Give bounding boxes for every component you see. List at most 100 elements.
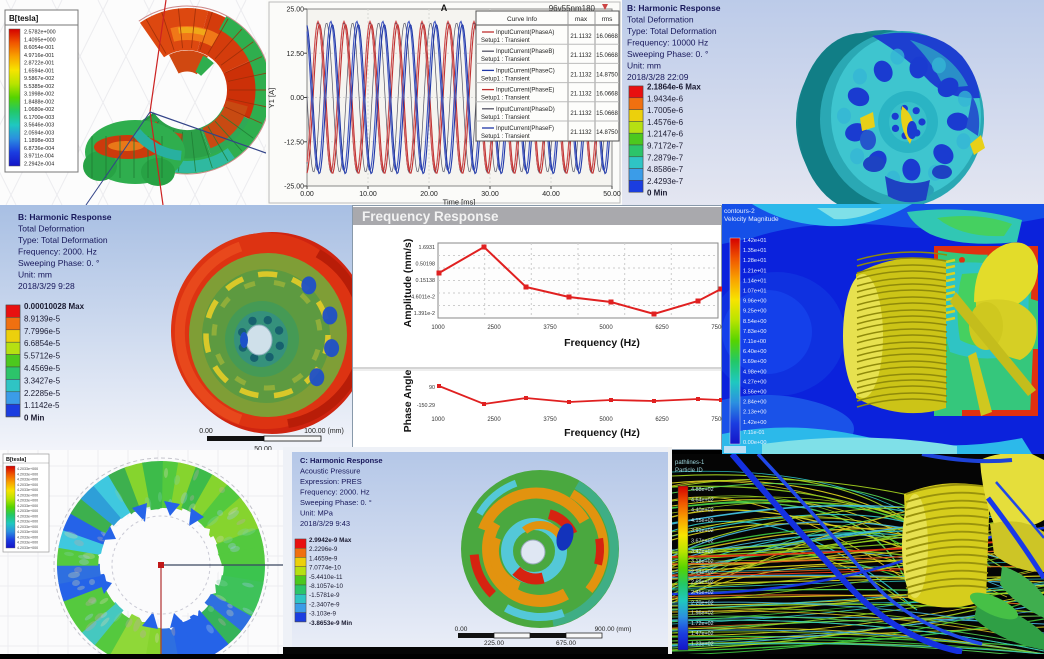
svg-text:Unit: mm: Unit: mm [627,61,661,71]
svg-text:50.00: 50.00 [603,191,621,198]
svg-text:1.7005e-6: 1.7005e-6 [647,106,684,115]
svg-text:1.72e+02: 1.72e+02 [691,621,714,627]
svg-text:B[tesla]: B[tesla] [6,457,26,463]
svg-text:4.2033e+000: 4.2033e+000 [17,478,38,482]
svg-text:7500: 7500 [711,325,722,331]
svg-text:21.1132: 21.1132 [570,130,592,136]
svg-text:4.2033e+000: 4.2033e+000 [17,525,38,529]
svg-text:-3.103e-9: -3.103e-9 [309,611,336,618]
svg-text:4.6011e-2: 4.6011e-2 [411,295,435,301]
svg-text:1.9434e-6: 1.9434e-6 [647,94,684,103]
svg-text:4.2033e+000: 4.2033e+000 [17,514,38,518]
svg-text:Expression: PRES: Expression: PRES [300,477,362,486]
svg-text:Frequency (Hz): Frequency (Hz) [564,337,640,349]
svg-text:675.00: 675.00 [556,640,576,647]
svg-text:10.00: 10.00 [359,191,377,198]
svg-text:1.42e+01: 1.42e+01 [743,238,767,244]
svg-text:Frequency: 2000. Hz: Frequency: 2000. Hz [300,488,370,497]
svg-text:6.1700e-003: 6.1700e-003 [24,115,54,121]
svg-text:1000: 1000 [431,325,445,331]
svg-text:Unit: mm: Unit: mm [18,270,52,280]
svg-text:2.9942e-9 Max: 2.9942e-9 Max [309,537,352,544]
svg-text:Frequency: 10000 Hz: Frequency: 10000 Hz [627,38,708,48]
svg-text:2.94e+02: 2.94e+02 [691,569,714,575]
svg-text:0.00: 0.00 [300,191,314,198]
svg-text:Time [ms]: Time [ms] [443,198,476,206]
svg-text:4.88e+02: 4.88e+02 [691,487,714,493]
svg-text:4.2033e+000: 4.2033e+000 [17,509,38,513]
svg-text:Phase Angle: Phase Angle [402,370,414,433]
svg-text:2.20e+02: 2.20e+02 [691,600,714,606]
svg-text:0.00: 0.00 [290,95,304,102]
svg-text:4.2033e+000: 4.2033e+000 [17,504,38,508]
svg-text:2.0594e-003: 2.0594e-003 [24,130,54,136]
svg-text:4.8586e-7: 4.8586e-7 [647,165,684,174]
svg-text:3.56e+00: 3.56e+00 [743,390,767,396]
svg-text:3750: 3750 [543,325,557,331]
svg-text:2.4293e-7: 2.4293e-7 [647,177,684,186]
svg-text:Y1 [A]: Y1 [A] [267,88,276,108]
svg-text:Total Deformation: Total Deformation [627,15,694,25]
svg-text:8.6054e-001: 8.6054e-001 [24,45,54,51]
svg-text:5000: 5000 [599,417,613,423]
svg-text:16.0668: 16.0668 [596,34,618,40]
svg-text:1.6931: 1.6931 [419,245,436,251]
svg-text:40.00: 40.00 [542,191,560,198]
svg-text:4.2033e+000: 4.2033e+000 [17,499,38,503]
svg-text:-25.00: -25.00 [284,184,304,191]
svg-text:2500: 2500 [487,325,501,331]
svg-text:Sweeping Phase: 0. °: Sweeping Phase: 0. ° [300,498,372,507]
svg-text:A: A [441,3,448,13]
svg-text:4.2033e+000: 4.2033e+000 [17,520,38,524]
svg-text:B: Harmonic Response: B: Harmonic Response [627,3,721,13]
svg-text:Setup1 : Transient: Setup1 : Transient [481,38,530,44]
svg-text:1.391e-2: 1.391e-2 [414,311,435,317]
svg-text:3.3427e-5: 3.3427e-5 [24,376,61,385]
svg-text:Type: Total Deformation: Type: Total Deformation [18,235,108,245]
svg-text:2500: 2500 [487,417,501,423]
svg-text:Setup1 : Transient: Setup1 : Transient [481,57,530,63]
svg-text:8.9139e-5: 8.9139e-5 [24,314,61,323]
svg-text:max: max [575,16,588,23]
svg-text:6.6854e-5: 6.6854e-5 [24,339,61,348]
svg-text:1.6594e-001: 1.6594e-001 [24,68,54,74]
svg-text:7.7996e-5: 7.7996e-5 [24,327,61,336]
svg-text:Curve Info: Curve Info [507,16,537,23]
svg-text:20.00: 20.00 [420,191,438,198]
svg-text:4.40e+02: 4.40e+02 [691,508,714,514]
svg-text:9.5867e-002: 9.5867e-002 [24,76,54,82]
svg-text:InputCurrent(PhaseB): InputCurrent(PhaseB) [496,49,554,55]
svg-text:21.1132: 21.1132 [570,92,592,98]
svg-text:6.40e+00: 6.40e+00 [743,349,767,355]
svg-text:9.7172e-7: 9.7172e-7 [647,142,684,151]
svg-text:4.2033e+000: 4.2033e+000 [17,483,38,487]
svg-text:4.27e+00: 4.27e+00 [743,379,767,385]
svg-text:7.11e-01: 7.11e-01 [743,430,765,436]
svg-text:3.9711e-004: 3.9711e-004 [24,154,54,160]
svg-text:4.2033e+000: 4.2033e+000 [17,535,38,539]
svg-text:InputCurrent(PhaseF): InputCurrent(PhaseF) [496,126,554,132]
svg-text:7.83e+00: 7.83e+00 [743,329,767,335]
svg-text:0.00e+00: 0.00e+00 [743,440,767,446]
svg-text:96v55nm180: 96v55nm180 [549,4,596,13]
svg-text:4.2033e+000: 4.2033e+000 [17,541,38,545]
svg-text:1.0680e-002: 1.0680e-002 [24,107,54,113]
svg-text:100.00 (mm): 100.00 (mm) [304,428,344,435]
svg-text:1.28e+01: 1.28e+01 [743,258,767,264]
svg-text:Total Deformation: Total Deformation [18,224,85,234]
svg-text:0.00010028 Max: 0.00010028 Max [24,302,85,311]
svg-text:21.1132: 21.1132 [570,72,592,78]
svg-text:3.42e+02: 3.42e+02 [691,549,714,555]
svg-text:Setup1 : Transient: Setup1 : Transient [481,115,530,121]
svg-text:C: Harmonic Response: C: Harmonic Response [300,456,383,465]
svg-text:0.50198: 0.50198 [416,262,436,268]
svg-text:B[tesla]: B[tesla] [9,14,39,23]
svg-text:4.2033e+000: 4.2033e+000 [17,467,38,471]
svg-text:21.1132: 21.1132 [570,111,592,117]
svg-text:-12.50: -12.50 [284,139,304,146]
svg-text:6.8736e-004: 6.8736e-004 [24,146,54,152]
svg-text:14.8750: 14.8750 [596,72,618,78]
svg-text:0.15138: 0.15138 [416,278,436,284]
svg-text:8.54e+00: 8.54e+00 [743,319,767,325]
svg-text:Acoustic Pressure: Acoustic Pressure [300,467,360,476]
